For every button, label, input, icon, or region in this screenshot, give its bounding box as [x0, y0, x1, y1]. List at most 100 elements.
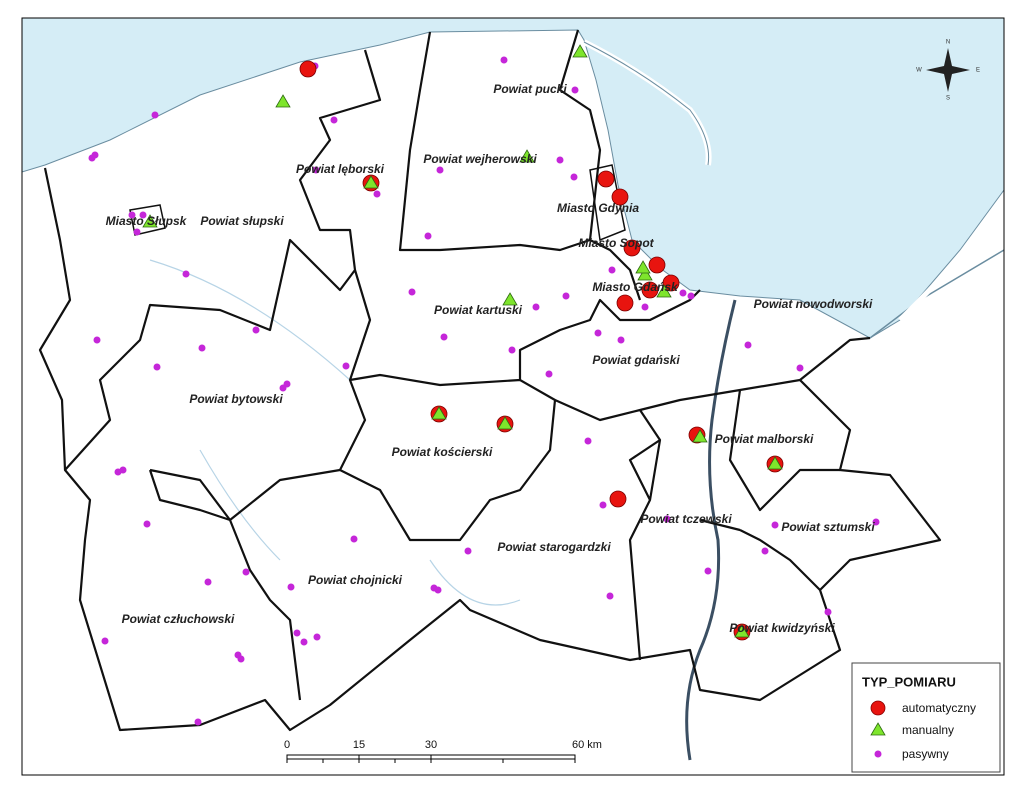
passive-site	[139, 211, 147, 219]
passive-site	[182, 270, 190, 278]
scale-label: 0	[284, 739, 290, 751]
scale-label: 60 km	[572, 739, 602, 751]
county-label: Miasto Słupsk	[106, 214, 188, 228]
passive-site	[143, 520, 151, 528]
passive-site	[771, 521, 779, 529]
manual-site	[734, 624, 750, 638]
legend-symbol-auto	[870, 700, 886, 716]
vistula-spit	[898, 213, 1002, 322]
passive-site	[252, 326, 260, 334]
passive-site	[436, 166, 444, 174]
passive-site	[872, 518, 880, 526]
manual-site	[572, 44, 588, 58]
county-label: Powiat sztumski	[781, 520, 875, 534]
county-labels: Powiat pucki Powiat wejherowski Powiat l…	[106, 82, 876, 635]
county-label: Powiat gdański	[592, 353, 680, 367]
automatic-site	[611, 188, 629, 206]
manual-site	[635, 260, 651, 274]
county-label: Miasto Gdańsk	[592, 280, 679, 294]
compass-rose	[926, 48, 970, 92]
passive-site	[744, 341, 752, 349]
automatic-site	[299, 60, 317, 78]
passive-site	[532, 303, 540, 311]
automatic-site	[609, 490, 627, 508]
legend: TYP_POMIARU automatyczny manualny pasywn…	[851, 662, 1001, 773]
passive-site	[570, 173, 578, 181]
manual-site	[142, 214, 158, 228]
legend-item: automatyczny	[902, 701, 976, 715]
county-label: Miasto Sopot	[578, 236, 654, 250]
passive-site	[342, 362, 350, 370]
passive-site	[153, 363, 161, 371]
passive-site	[824, 608, 832, 616]
passive-site	[287, 583, 295, 591]
legend-title: TYP_POMIARU	[862, 674, 956, 689]
passive-site	[373, 190, 381, 198]
county-label: Powiat chojnicki	[308, 573, 403, 587]
manual-site	[637, 267, 653, 281]
passive-site	[424, 232, 432, 240]
hel-coast	[583, 41, 710, 166]
compass-s: S	[946, 96, 950, 102]
legend-item: pasywny	[902, 747, 949, 761]
passive-site	[88, 154, 96, 162]
passive-site	[617, 336, 625, 344]
compass-e: E	[976, 68, 980, 74]
passive-site	[687, 292, 695, 300]
passive-site	[679, 289, 687, 297]
passive-site	[151, 111, 159, 119]
passive-site	[606, 592, 614, 600]
automatic-site	[662, 274, 680, 292]
passive-site	[571, 86, 579, 94]
county-label: Powiat lęborski	[296, 162, 385, 176]
county-label: Powiat pucki	[493, 82, 567, 96]
county-label: Powiat słupski	[200, 214, 284, 228]
voivodeship-border	[38, 167, 942, 732]
passive-site	[198, 344, 206, 352]
passive-site	[237, 655, 245, 663]
map-frame	[21, 17, 1005, 776]
passive-site	[761, 547, 769, 555]
county-label: Powiat tczewski	[640, 512, 732, 526]
county-label: Powiat starogardzki	[497, 540, 611, 554]
passive-site	[584, 437, 592, 445]
compass: N E S W	[916, 40, 980, 102]
passive-site	[194, 718, 202, 726]
passive-site	[440, 333, 448, 341]
automatic-site	[616, 294, 634, 312]
passive-site	[133, 228, 141, 236]
manual-site	[497, 416, 513, 430]
passive-site	[313, 633, 321, 641]
compass-w: W	[916, 68, 922, 74]
markers	[88, 44, 880, 726]
county-label: Powiat malborski	[715, 432, 814, 446]
passive-site	[293, 629, 301, 637]
passive-site	[562, 292, 570, 300]
passive-site	[508, 346, 516, 354]
legend-symbol-passive	[874, 750, 882, 758]
passive-site	[464, 547, 472, 555]
manual-site	[519, 149, 535, 163]
legend-box	[851, 662, 1001, 773]
county-label: Powiat kartuski	[434, 303, 523, 317]
scale-label: 15	[353, 739, 365, 751]
county-label: Powiat wejherowski	[423, 152, 537, 166]
passive-site	[350, 535, 358, 543]
passive-site	[599, 501, 607, 509]
manual-site	[431, 406, 447, 420]
county-label: Powiat nowodworski	[754, 297, 873, 311]
automatic-site	[641, 281, 659, 299]
passive-site	[594, 329, 602, 337]
manual-site	[767, 456, 783, 470]
passive-site	[408, 288, 416, 296]
passive-site	[93, 336, 101, 344]
passive-site	[101, 637, 109, 645]
passive-site	[796, 364, 804, 372]
vistula-river	[685, 299, 737, 761]
legend-symbol-manual	[870, 722, 886, 736]
manual-site	[275, 94, 291, 108]
passive-site	[119, 466, 127, 474]
passive-site	[300, 638, 308, 646]
manual-site	[692, 429, 708, 443]
